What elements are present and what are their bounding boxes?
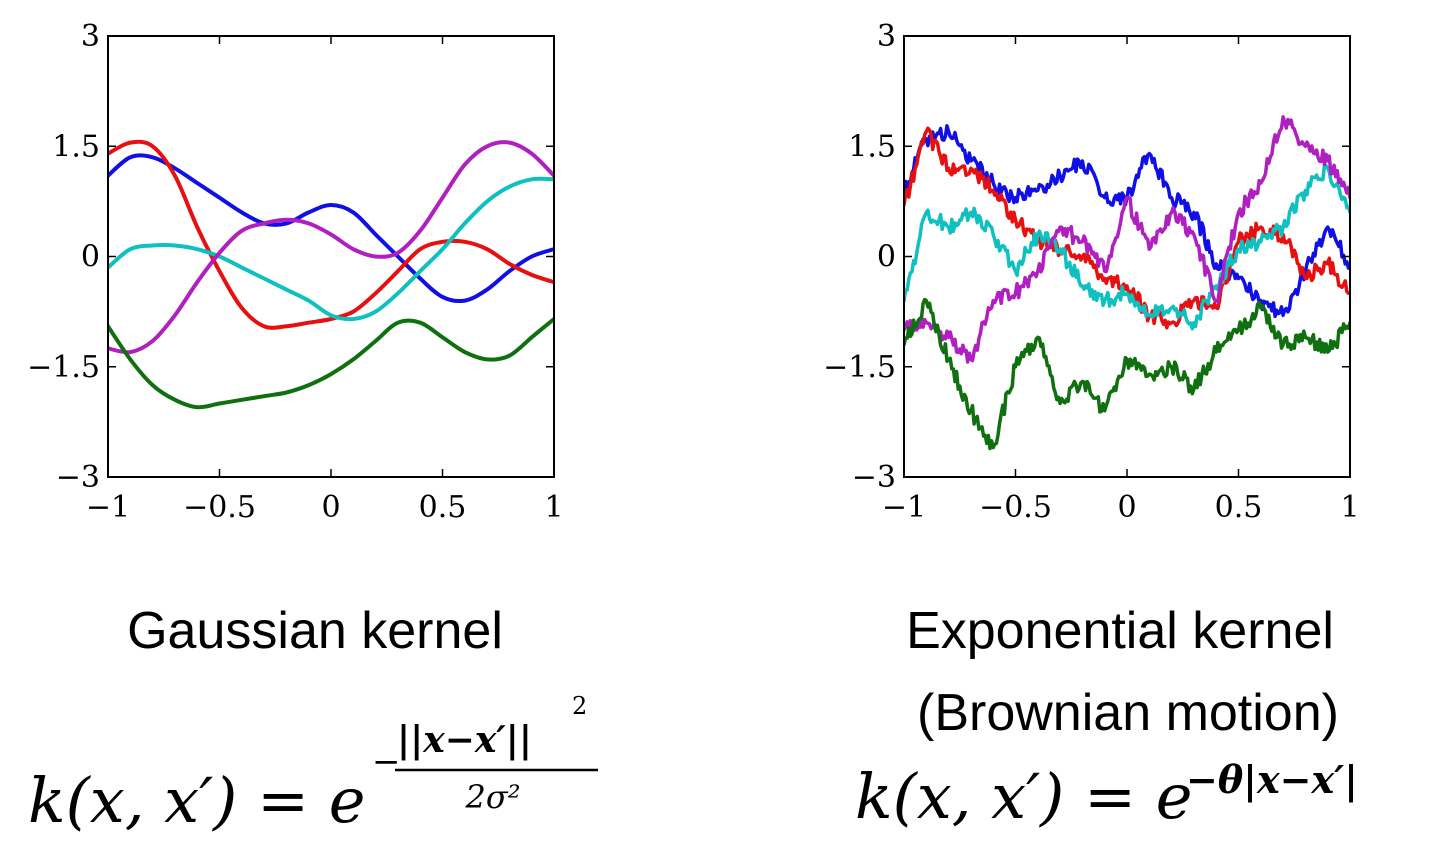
exponential-kernel-caption: Exponential kernel — [906, 602, 1334, 660]
exponential-x-tick-label: 1 — [1340, 490, 1359, 525]
gaussian-exponent-numerator-power: 2 — [572, 692, 587, 720]
gaussian-y-tick-label: 0 — [81, 240, 100, 275]
exponential-formula-exponent: −θ|x−x′| — [1186, 757, 1358, 802]
gaussian-series-cyan-line — [108, 176, 554, 322]
gaussian-x-tick-label: −0.5 — [183, 490, 256, 525]
exponential-x-tick-label: 0 — [1117, 490, 1136, 525]
gaussian-y-tick-label: −3 — [56, 460, 100, 495]
gaussian-exponent-minus: − — [372, 742, 401, 782]
exponential-y-tick-label: −1.5 — [823, 350, 896, 385]
gaussian-x-tick-label: 0.5 — [419, 490, 467, 525]
gaussian-series-green-line — [108, 317, 554, 410]
gaussian-x-tick-label: −1 — [86, 490, 130, 525]
exponential-y-tick-label: 3 — [877, 19, 896, 54]
exponential-x-tick-label: 0.5 — [1215, 490, 1263, 525]
exponential-series-green-line — [904, 297, 1350, 451]
gaussian-y-tick-label: 3 — [81, 19, 100, 54]
exponential-kernel-plot: 3 1.5 0 −1.5 −3−1 −0.5 0 0.5 1 — [823, 19, 1359, 525]
exponential-y-tick-label: 1.5 — [848, 129, 896, 164]
brownian-motion-caption: (Brownian motion) — [917, 684, 1339, 742]
exponential-y-tick-label: −3 — [852, 460, 896, 495]
gaussian-exponent-numerator: ||x−x′|| — [397, 719, 532, 761]
exponential-formula-lhs: k(x, x′) = e — [855, 760, 1192, 833]
gaussian-formula-lhs: k(x, x′) = e — [28, 764, 365, 837]
gaussian-kernel-plot: 3 1.5 0 −1.5 −3−1 −0.5 0 0.5 1 — [27, 19, 563, 525]
gaussian-formula: k(x, x′) = e − ||x−x′|| 2 2σ² — [28, 692, 598, 837]
exponential-x-tick-label: −1 — [882, 490, 926, 525]
exponential-formula: k(x, x′) = e −θ|x−x′| — [855, 757, 1358, 833]
gaussian-y-tick-label: −1.5 — [27, 350, 100, 385]
exponential-x-tick-label: −0.5 — [979, 490, 1052, 525]
gaussian-y-tick-label: 1.5 — [52, 129, 100, 164]
gaussian-series-blue-line — [108, 153, 554, 304]
gaussian-x-tick-label: 0 — [321, 490, 340, 525]
gaussian-x-tick-label: 1 — [544, 490, 563, 525]
gaussian-axes-frame — [107, 35, 555, 478]
gaussian-kernel-caption: Gaussian kernel — [127, 602, 503, 660]
gaussian-exponent-denominator: 2σ² — [464, 778, 520, 816]
exponential-series-cyan-line — [904, 162, 1350, 331]
exponential-series-magenta-line — [904, 115, 1350, 364]
exponential-y-tick-label: 0 — [877, 240, 896, 275]
gaussian-series-red-line — [108, 139, 554, 330]
gaussian-series-magenta-line — [108, 140, 554, 355]
